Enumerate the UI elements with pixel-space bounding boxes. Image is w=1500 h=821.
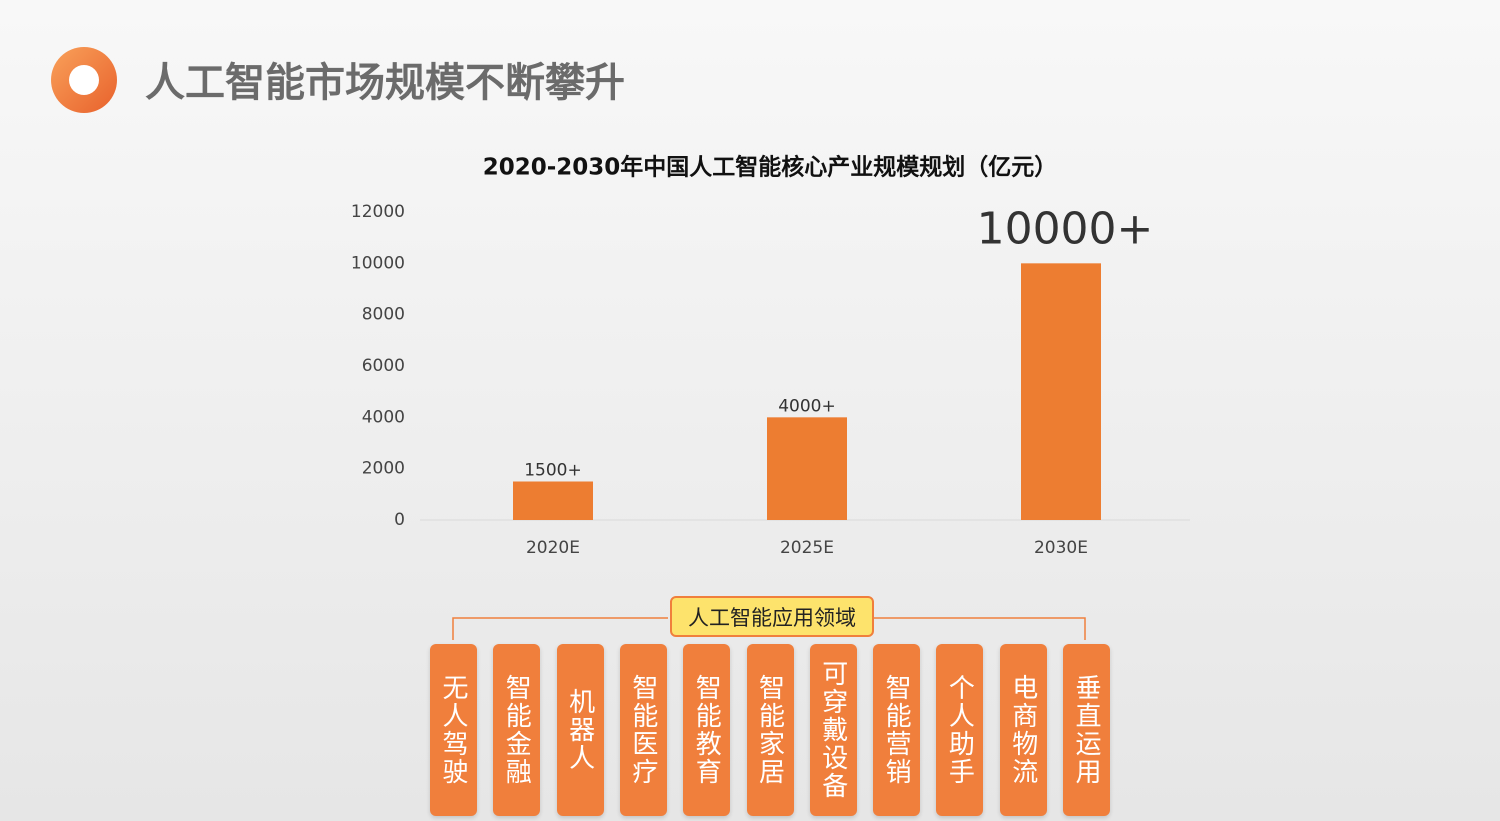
- bar: [767, 417, 847, 520]
- bracket-left: [452, 617, 668, 640]
- value-label: 4000+: [778, 396, 836, 416]
- application-text: 个人助手: [944, 674, 975, 786]
- y-tick-label: 4000: [362, 407, 405, 427]
- application-text: 机器人: [564, 688, 595, 772]
- y-tick-label: 12000: [351, 202, 405, 222]
- application-text: 垂直运用: [1071, 674, 1101, 786]
- page-title: 人工智能市场规模不断攀升: [145, 60, 625, 106]
- bar: [513, 481, 593, 520]
- application-item: 可穿戴设备: [809, 644, 857, 816]
- diagram-label: 人工智能应用领域: [670, 596, 874, 637]
- application-text: 智能金融: [501, 674, 532, 786]
- application-item: 智能教育: [683, 644, 731, 816]
- bar: [1021, 263, 1101, 520]
- chart-title: 2020-2030年中国人工智能核心产业规模规划（亿元）: [483, 154, 1058, 181]
- logo-hole: [69, 65, 99, 95]
- application-item: 智能金融: [493, 644, 541, 816]
- application-item: 个人助手: [936, 644, 984, 816]
- x-tick-label: 2020E: [526, 538, 580, 558]
- application-item: 智能营销: [873, 644, 921, 816]
- y-tick-label: 8000: [362, 305, 405, 325]
- application-item: 智能家居: [746, 644, 794, 816]
- application-text: 智能家居: [754, 674, 785, 786]
- application-text: 可穿戴设备: [817, 660, 848, 800]
- application-item: 电商物流: [999, 644, 1047, 816]
- application-item: 垂直运用: [1063, 644, 1110, 816]
- application-text: 智能营销: [881, 674, 912, 786]
- application-item: 机器人: [556, 644, 604, 816]
- y-tick-label: 6000: [362, 356, 405, 376]
- y-tick-label: 10000: [351, 253, 405, 273]
- application-text: 智能教育: [691, 674, 722, 786]
- bracket-right: [872, 617, 1086, 640]
- application-text: 智能医疗: [627, 674, 658, 786]
- application-item: 无人驾驶: [430, 644, 477, 816]
- value-label: 10000+: [977, 203, 1154, 254]
- application-item: 智能医疗: [619, 644, 667, 816]
- y-tick-label: 0: [394, 510, 405, 530]
- application-text: 无人驾驶: [438, 674, 468, 786]
- x-tick-label: 2030E: [1034, 538, 1088, 558]
- y-tick-label: 2000: [362, 459, 405, 479]
- x-tick-label: 2025E: [780, 538, 834, 558]
- application-text: 电商物流: [1007, 674, 1038, 786]
- value-label: 1500+: [524, 461, 582, 481]
